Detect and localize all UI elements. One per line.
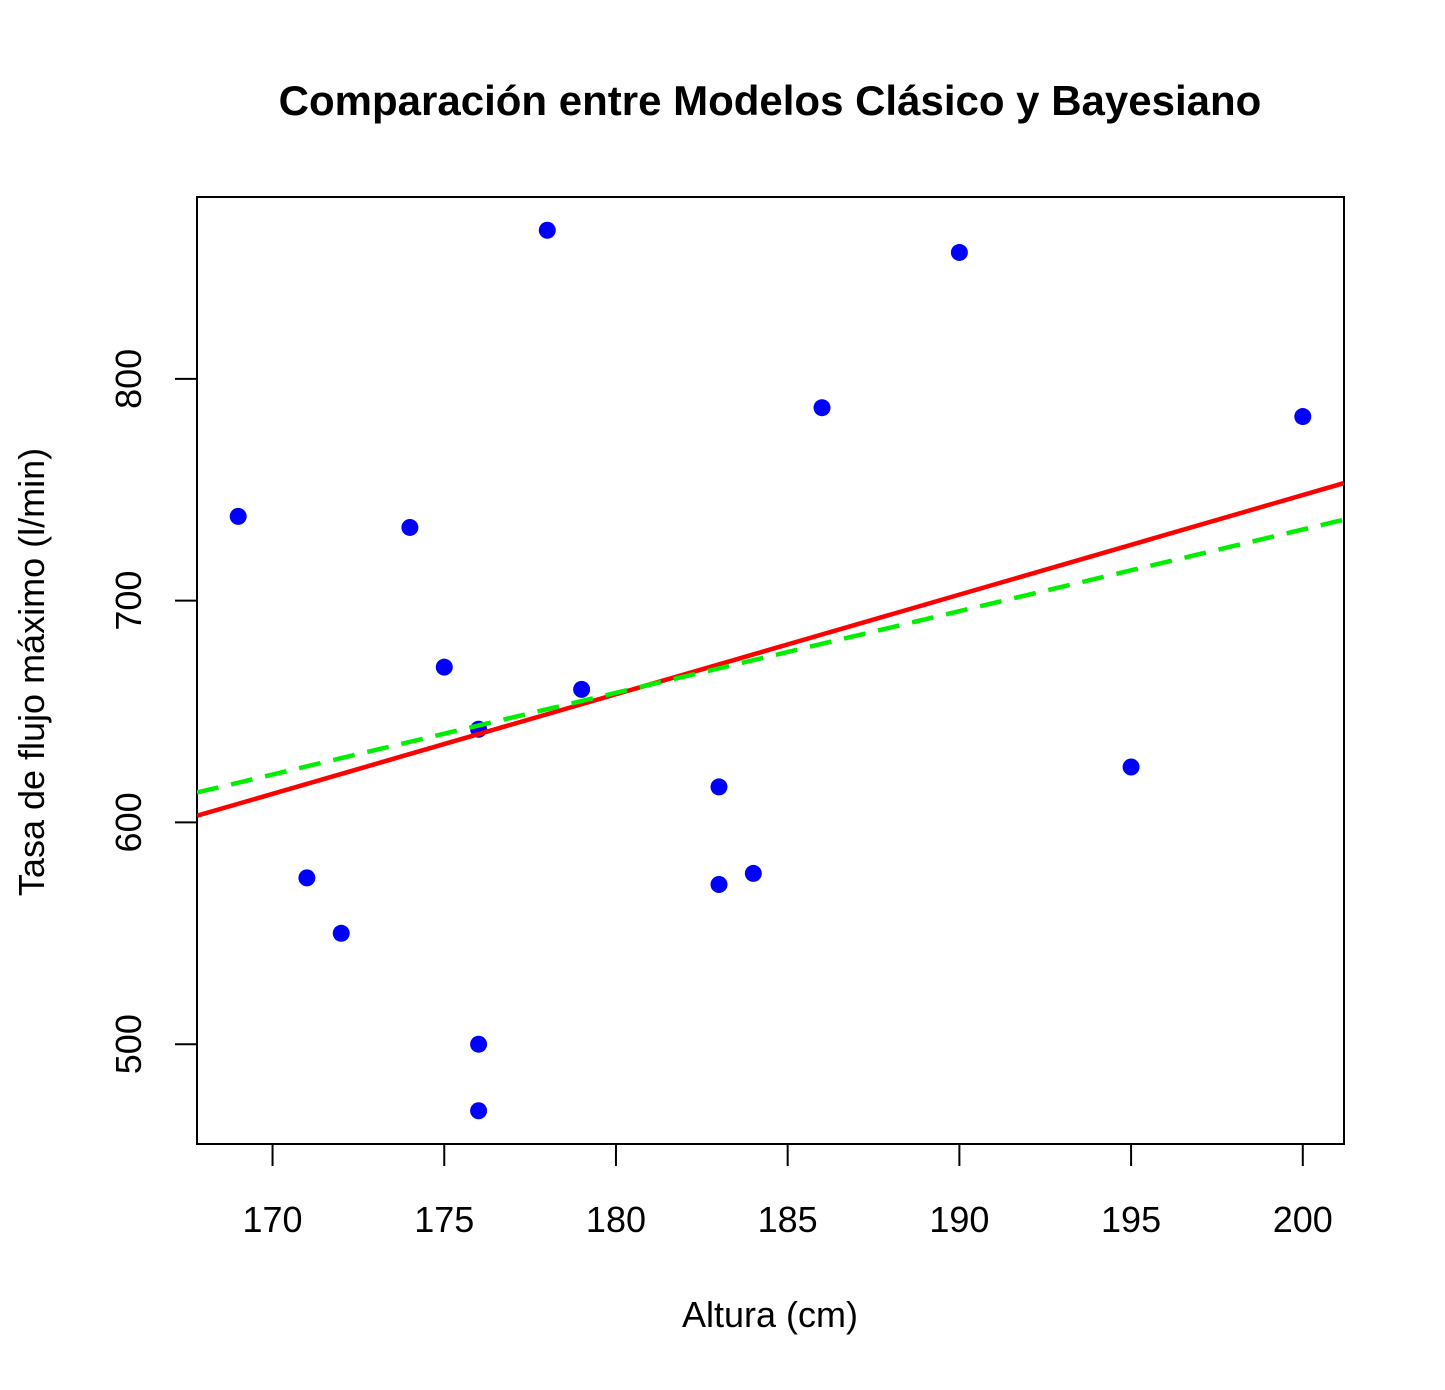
data-point — [744, 864, 762, 882]
x-tick-label: 170 — [243, 1199, 303, 1240]
y-tick-label: 800 — [108, 349, 149, 409]
x-tick-label: 190 — [929, 1199, 989, 1240]
y-tick-label: 500 — [108, 1014, 149, 1074]
data-point — [950, 243, 968, 261]
data-point — [813, 399, 831, 417]
x-tick-label: 180 — [586, 1199, 646, 1240]
data-point — [401, 518, 419, 536]
data-point — [538, 221, 556, 239]
data-point — [332, 924, 350, 942]
y-tick-label: 600 — [108, 792, 149, 852]
plot-layer: 170 175 180 185 190 195 200 500 600 700 800 — [108, 196, 1345, 1240]
x-axis-title: Altura (cm) — [682, 1294, 858, 1335]
y-axis-title: Tasa de flujo máximo (l/min) — [11, 448, 52, 896]
data-point — [229, 507, 247, 525]
x-tick-label: 200 — [1273, 1199, 1333, 1240]
data-point — [435, 658, 453, 676]
x-tick-label: 185 — [758, 1199, 818, 1240]
x-tick-label: 195 — [1101, 1199, 1161, 1240]
data-point — [298, 869, 316, 887]
x-tick-label: 175 — [414, 1199, 474, 1240]
y-tick-label: 700 — [108, 571, 149, 631]
data-point — [710, 876, 728, 894]
dashed-fit-line — [197, 517, 1344, 795]
plot-frame — [196, 196, 1345, 1145]
data-point — [470, 1035, 488, 1053]
data-point — [573, 680, 591, 698]
data-point — [1122, 758, 1140, 776]
data-point — [710, 778, 728, 796]
data-point — [470, 1102, 488, 1120]
solid-fit-line — [197, 480, 1344, 818]
chart-title: Comparación entre Modelos Clásico y Baye… — [279, 77, 1262, 124]
data-point — [1294, 408, 1312, 426]
